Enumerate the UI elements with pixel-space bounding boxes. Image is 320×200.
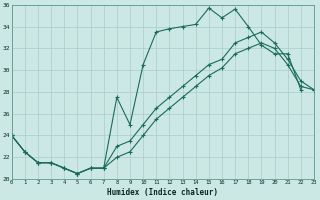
X-axis label: Humidex (Indice chaleur): Humidex (Indice chaleur) [107,188,218,197]
